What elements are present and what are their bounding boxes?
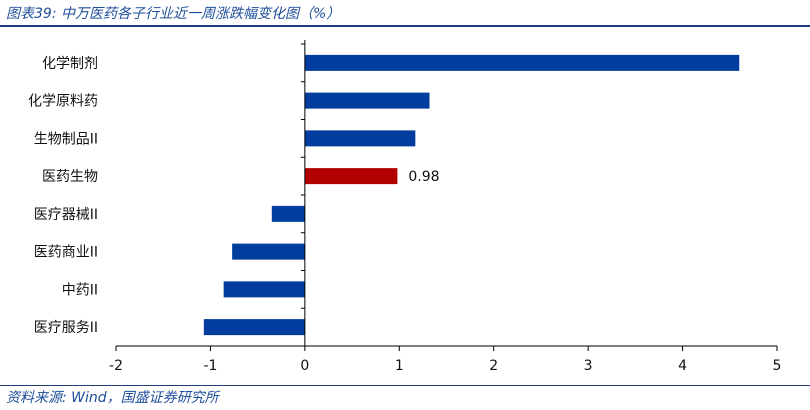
x-tick-label-4: 2 — [489, 358, 498, 374]
title-rule — [0, 25, 810, 27]
x-tick-label-3: 1 — [395, 358, 404, 374]
data-label-1: 0.98 — [408, 169, 439, 185]
x-tick-label-1: -1 — [203, 358, 217, 374]
x-tick-label-2: 0 — [300, 358, 309, 374]
x-tick-label-0: -2 — [109, 358, 123, 374]
bar-4 — [304, 168, 398, 185]
source-rule — [0, 385, 810, 386]
category-label-7: 中药II — [62, 282, 98, 298]
category-label-2: 化学原料药 — [28, 94, 98, 110]
category-label-4: 医药生物 — [42, 169, 98, 185]
x-tick-label-7: 5 — [773, 358, 782, 374]
chart-title: 图表39: 中万医药各子行业近一周涨跌幅变化图（%） — [6, 6, 341, 22]
category-label-8: 医疗服务II — [34, 320, 98, 336]
bar-8 — [203, 319, 305, 336]
category-label-1: 化学制剂 — [42, 56, 98, 72]
bar-6 — [232, 243, 305, 260]
bar-7 — [223, 281, 305, 298]
category-label-6: 医药商业II — [34, 245, 98, 261]
bar-1 — [304, 54, 740, 71]
category-label-5: 医疗器械II — [34, 207, 98, 223]
x-tick-label-6: 4 — [678, 358, 687, 374]
bar-2 — [304, 92, 430, 109]
bar-5 — [271, 205, 305, 222]
source-note: 资料来源: Wind，国盛证券研究所 — [6, 390, 219, 406]
category-label-3: 生物制品II — [34, 131, 98, 147]
x-tick-label-5: 3 — [584, 358, 593, 374]
bar-3 — [304, 130, 416, 147]
